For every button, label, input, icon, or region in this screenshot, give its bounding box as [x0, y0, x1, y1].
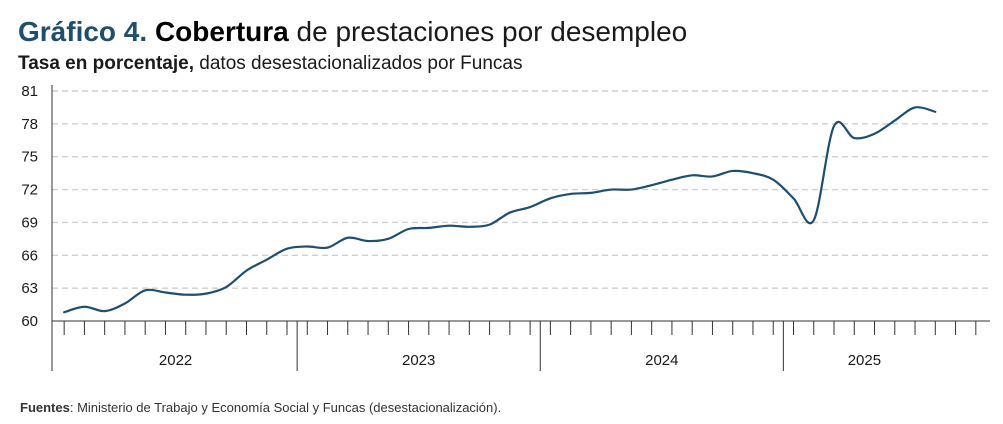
data-point: [610, 189, 612, 191]
data-point: [651, 184, 653, 186]
data-point: [934, 111, 936, 113]
source-note: Fuentes: Ministerio de Trabajo y Economí…: [20, 400, 501, 415]
data-point: [104, 310, 106, 312]
data-point: [590, 192, 592, 194]
x-year-label: 2022: [159, 352, 192, 369]
data-point: [711, 175, 713, 177]
data-point: [428, 227, 430, 229]
data-point: [853, 137, 855, 139]
y-tick-label: 81: [21, 83, 38, 100]
data-point: [205, 293, 207, 295]
data-point: [813, 219, 815, 221]
data-point: [306, 246, 308, 248]
data-point: [327, 247, 329, 249]
y-tick-label: 63: [21, 280, 38, 297]
data-point: [408, 228, 410, 230]
chart-subtitle: Tasa en porcentaje, datos desestacionali…: [18, 52, 522, 76]
data-point: [245, 270, 247, 272]
data-point: [792, 197, 794, 199]
data-point: [83, 306, 85, 308]
data-point: [833, 125, 835, 127]
data-point: [144, 289, 146, 291]
data-point: [874, 133, 876, 135]
data-point: [468, 226, 470, 228]
x-year-label: 2024: [645, 352, 678, 369]
data-point: [347, 237, 349, 239]
y-tick-label: 66: [21, 247, 38, 264]
data-point: [914, 106, 916, 108]
data-point: [387, 238, 389, 240]
data-point: [732, 170, 734, 172]
data-point: [772, 179, 774, 181]
chart-subtitle-bold: Tasa en porcentaje,: [18, 53, 194, 74]
chart-number-label: Gráfico 4.: [18, 16, 148, 47]
data-point: [266, 259, 268, 261]
y-tick-label: 69: [21, 214, 38, 231]
chart-title: Gráfico 4. Cobertura de prestaciones por…: [18, 14, 687, 50]
data-point: [164, 292, 166, 294]
x-year-label: 2025: [848, 352, 881, 369]
data-point: [894, 120, 896, 122]
data-point: [691, 174, 693, 176]
data-point: [225, 286, 227, 288]
data-point: [570, 193, 572, 195]
data-point: [630, 189, 632, 191]
data-point: [752, 172, 754, 174]
data-point: [448, 225, 450, 227]
data-point: [185, 294, 187, 296]
y-tick-label: 60: [21, 313, 38, 330]
data-point: [63, 311, 65, 313]
data-point: [529, 206, 531, 208]
source-text: : Ministerio de Trabajo y Economía Socia…: [69, 400, 502, 415]
line-chart: 60 63 66 69 72 75 78 81 2022 2023 2024 2025: [21, 83, 990, 371]
data-point: [549, 197, 551, 199]
data-point: [489, 224, 491, 226]
data-point: [286, 248, 288, 250]
data-point: [671, 179, 673, 181]
y-tick-label: 72: [21, 182, 38, 199]
x-year-label: 2023: [402, 352, 435, 369]
source-label: Fuentes: [20, 400, 70, 415]
series-line: [63, 106, 937, 314]
data-point: [124, 302, 126, 304]
y-tick-label: 78: [21, 116, 38, 133]
data-point: [509, 212, 511, 214]
chart-subtitle-rest: datos desestacionalizados por Funcas: [199, 53, 523, 74]
data-point: [367, 240, 369, 242]
y-tick-label: 75: [21, 149, 38, 166]
chart-title-rest: de prestaciones por desempleo: [296, 16, 688, 47]
chart-title-bold: Cobertura: [154, 16, 289, 47]
